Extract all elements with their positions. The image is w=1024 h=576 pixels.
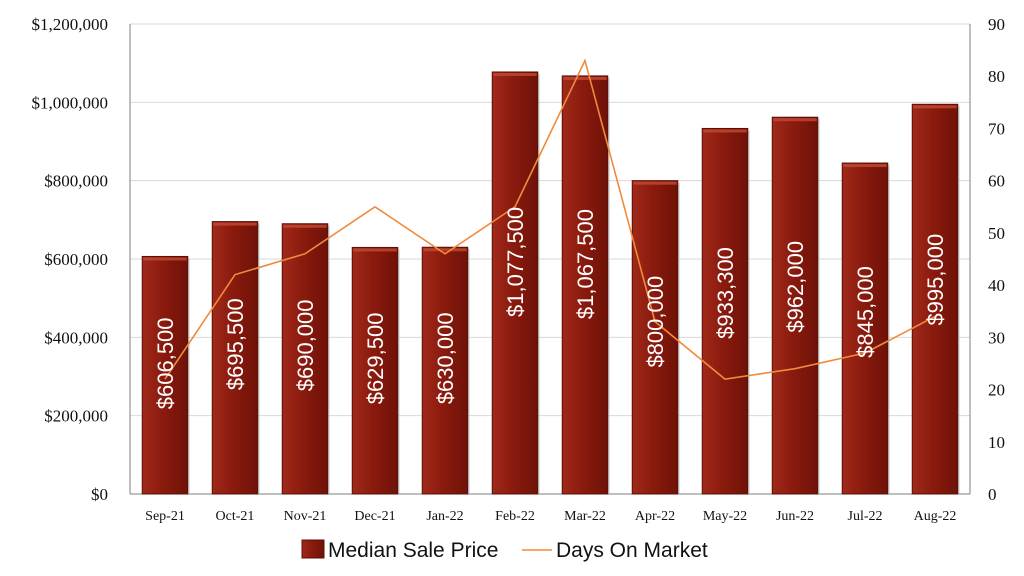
bar-highlight [213, 222, 257, 226]
bar-highlight [703, 129, 747, 133]
x-tick-label: Jan-22 [426, 509, 463, 524]
bar-series [141, 71, 960, 495]
y-right-tick-label: 30 [988, 328, 1005, 347]
y-left-tick-label: $1,000,000 [32, 93, 109, 112]
bar [911, 103, 959, 495]
bar [631, 180, 679, 495]
y-left-tick-label: $400,000 [44, 328, 108, 347]
x-tick-label: Jul-22 [848, 509, 883, 524]
days-on-market-line [164, 58, 936, 380]
legend-label-median-sale-price: Median Sale Price [328, 539, 498, 562]
x-tick-label: Aug-22 [914, 509, 957, 524]
legend-swatch-median-sale-price [301, 539, 325, 559]
x-tick-label: Sep-21 [145, 509, 185, 524]
bar-highlight [913, 105, 957, 109]
axes: $0 $200,000 $400,000 $600,000 $800,000 $1,000… [32, 15, 1006, 524]
y-right-tick-label: 40 [988, 276, 1005, 295]
line-series [164, 58, 936, 380]
y-left-tick-label: $1,200,000 [32, 15, 109, 34]
bar-data-label: $995,000 [923, 234, 948, 326]
y-right-tick-label: 70 [988, 119, 1005, 138]
bar-data-label: $845,000 [853, 266, 878, 358]
bar [211, 221, 259, 495]
x-tick-label: Oct-21 [216, 509, 255, 524]
bar-data-label: $1,077,500 [503, 207, 528, 317]
bar [141, 255, 189, 495]
bar-data-label: $606,500 [153, 317, 178, 409]
bar-highlight [423, 248, 467, 252]
bar-highlight [563, 76, 607, 80]
bar [701, 127, 749, 495]
y-right-tick-label: 50 [988, 224, 1005, 243]
x-tick-label: Jun-22 [776, 509, 814, 524]
bar [351, 246, 399, 495]
bar-data-label: $690,000 [293, 299, 318, 391]
bar-highlight [283, 224, 327, 228]
bar-highlight [773, 118, 817, 122]
bar [841, 162, 889, 495]
y-left-tick-label: $200,000 [44, 407, 108, 426]
x-tick-label: May-22 [703, 509, 747, 524]
bar-data-label: $800,000 [643, 276, 668, 368]
bar [281, 223, 329, 495]
x-tick-label: Apr-22 [635, 509, 675, 524]
y-left-tick-label: $0 [91, 485, 108, 504]
bar-highlight [843, 164, 887, 168]
legend: Median Sale Price Days On Market [301, 539, 708, 562]
y-right-tick-label: 20 [988, 381, 1005, 400]
bar-data-label: $629,500 [363, 313, 388, 405]
bar-highlight [493, 72, 537, 76]
x-tick-label: Dec-21 [354, 509, 395, 524]
bar-highlight [353, 248, 397, 252]
y-right-tick-label: 80 [988, 67, 1005, 86]
bar-data-label: $630,000 [433, 312, 458, 404]
gridlines [130, 23, 970, 417]
bar-data-label: $1,067,500 [573, 209, 598, 319]
bar-data-label: $962,000 [783, 241, 808, 333]
data-labels: $606,500 $695,500 $690,000 $629,500 $630,000… [153, 207, 948, 409]
bar [421, 246, 469, 495]
y-left-tick-label: $600,000 [44, 250, 108, 269]
y-right-tick-label: 0 [988, 485, 997, 504]
y-right-tick-label: 10 [988, 433, 1005, 452]
x-tick-label: Feb-22 [495, 509, 535, 524]
bar [561, 75, 609, 495]
y-right-tick-label: 60 [988, 172, 1005, 191]
bar-data-label: $933,300 [713, 247, 738, 339]
bar-highlight [633, 181, 677, 185]
bar [771, 116, 819, 495]
bar-data-label: $695,500 [223, 298, 248, 390]
y-left-tick-label: $800,000 [44, 172, 108, 191]
bar-highlight [143, 257, 187, 261]
x-tick-label: Mar-22 [564, 509, 606, 524]
legend-label-days-on-market: Days On Market [556, 539, 708, 562]
y-right-tick-label: 90 [988, 15, 1005, 34]
x-tick-label: Nov-21 [284, 509, 327, 524]
bar [491, 71, 539, 495]
